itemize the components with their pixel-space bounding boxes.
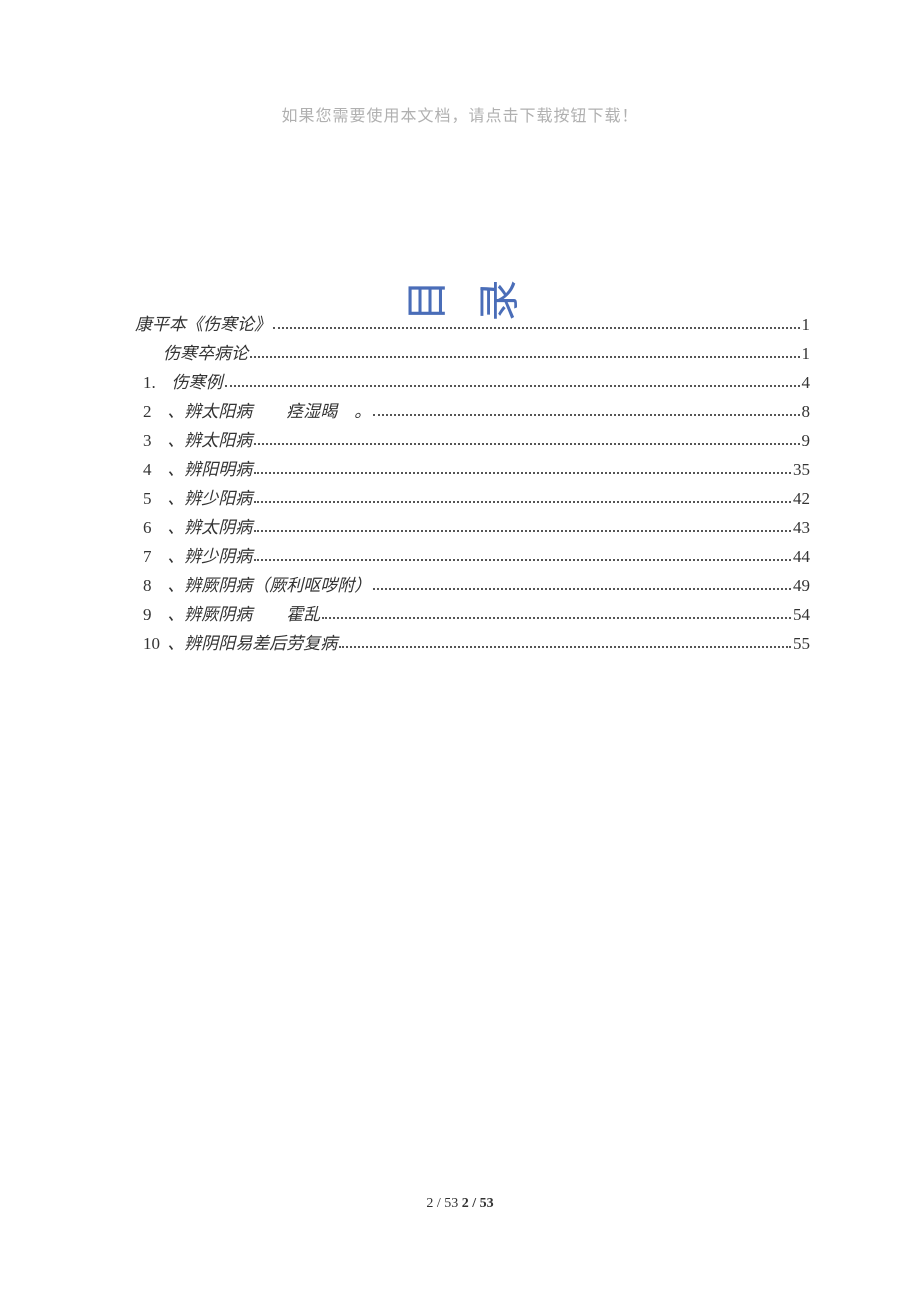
toc-entry[interactable]: 10 、辨阴阳易差后劳复病 55 bbox=[115, 629, 810, 658]
toc-entry[interactable]: 8 、辨厥阴病（厥利呕哕附） 49 bbox=[115, 571, 810, 600]
toc-label: 伤寒卒病论 bbox=[143, 339, 248, 364]
toc-entry[interactable]: 康平本《伤寒论》 1 bbox=[115, 310, 810, 339]
footer-page-1: 2 / 53 bbox=[426, 1196, 461, 1211]
toc-page-number: 43 bbox=[793, 518, 810, 538]
toc-entry[interactable]: 1. 伤寒例 4 bbox=[115, 368, 810, 397]
toc-label: 8 、辨厥阴病（厥利呕哕附） bbox=[143, 571, 371, 596]
toc-entry[interactable]: 6 、辨太阴病 43 bbox=[115, 513, 810, 542]
toc-leader-dots bbox=[254, 443, 799, 445]
toc-entry[interactable]: 7 、辨少阴病 44 bbox=[115, 542, 810, 571]
toc-page-number: 4 bbox=[802, 373, 811, 393]
toc-label: 康平本《伤寒论》 bbox=[115, 310, 271, 335]
footer-page-2: 2 / 53 bbox=[462, 1196, 494, 1211]
toc-page-number: 42 bbox=[793, 489, 810, 509]
table-of-contents: 康平本《伤寒论》 1 伤寒卒病论 1 1. 伤寒例 4 2 、辨太阳病 痉湿暍 … bbox=[115, 310, 810, 658]
toc-label: 4 、辨阳明病 bbox=[143, 455, 252, 480]
toc-page-number: 8 bbox=[802, 402, 811, 422]
toc-label: 2 、辨太阳病 痉湿暍 。 bbox=[143, 397, 371, 422]
toc-page-number: 35 bbox=[793, 460, 810, 480]
toc-page-number: 49 bbox=[793, 576, 810, 596]
toc-entry[interactable]: 4 、辨阳明病 35 bbox=[115, 455, 810, 484]
toc-label: 1. 伤寒例 bbox=[143, 368, 223, 393]
toc-leader-dots bbox=[250, 356, 800, 358]
toc-label: 9 、辨厥阴病 霍乱 bbox=[143, 600, 320, 625]
toc-leader-dots bbox=[254, 501, 791, 503]
toc-page-number: 54 bbox=[793, 605, 810, 625]
toc-entry[interactable]: 5 、辨少阳病 42 bbox=[115, 484, 810, 513]
toc-leader-dots bbox=[322, 617, 791, 619]
toc-entry[interactable]: 3 、辨太阳病 9 bbox=[115, 426, 810, 455]
toc-label: 6 、辨太阴病 bbox=[143, 513, 252, 538]
toc-leader-dots bbox=[254, 472, 791, 474]
toc-leader-dots bbox=[373, 588, 791, 590]
toc-label: 7 、辨少阴病 bbox=[143, 542, 252, 567]
toc-leader-dots bbox=[373, 414, 799, 416]
toc-title: 目录 bbox=[0, 255, 920, 316]
toc-label: 5 、辨少阳病 bbox=[143, 484, 252, 509]
toc-entry[interactable]: 2 、辨太阳病 痉湿暍 。 8 bbox=[115, 397, 810, 426]
toc-leader-dots bbox=[254, 559, 791, 561]
toc-page-number: 44 bbox=[793, 547, 810, 567]
toc-label: 10 、辨阴阳易差后劳复病 bbox=[143, 629, 337, 654]
toc-leader-dots bbox=[254, 530, 791, 532]
toc-leader-dots bbox=[225, 385, 800, 387]
page-footer: 2 / 53 2 / 53 bbox=[0, 1196, 920, 1212]
header-download-note: 如果您需要使用本文档，请点击下载按钮下载！ bbox=[0, 102, 920, 126]
toc-entry[interactable]: 伤寒卒病论 1 bbox=[115, 339, 810, 368]
toc-page-number: 1 bbox=[802, 315, 811, 335]
toc-page-number: 55 bbox=[793, 634, 810, 654]
toc-page-number: 1 bbox=[802, 344, 811, 364]
toc-label: 3 、辨太阳病 bbox=[143, 426, 252, 451]
toc-page-number: 9 bbox=[802, 431, 811, 451]
toc-leader-dots bbox=[339, 646, 791, 648]
toc-leader-dots bbox=[273, 327, 800, 329]
toc-entry[interactable]: 9 、辨厥阴病 霍乱 54 bbox=[115, 600, 810, 629]
